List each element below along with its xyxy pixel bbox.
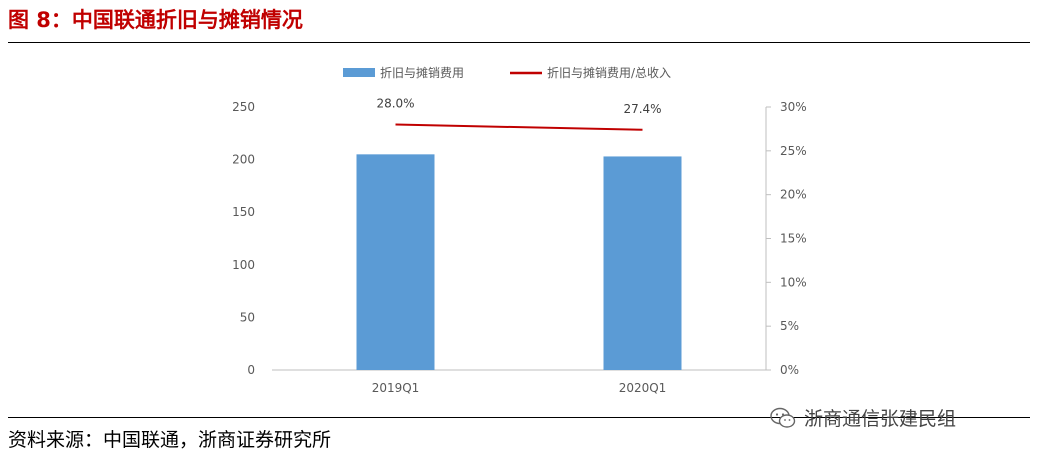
source-note: 资料来源：中国联通，浙商证券研究所 <box>8 429 332 451</box>
ratio-line <box>395 123 643 131</box>
watermark: 浙商通信张建民组 <box>770 404 956 431</box>
bar-series <box>356 154 682 370</box>
top-divider <box>8 42 1030 43</box>
right-tick-label: 10% <box>780 275 807 289</box>
left-tick-label: 50 <box>240 310 255 324</box>
x-axis-labels: 2019Q1 2020Q1 <box>372 381 667 395</box>
line-series: 28.0% 27.4% <box>376 97 662 131</box>
chart-legend: 折旧与摊销费用 折旧与摊销费用/总收入 <box>343 65 671 80</box>
right-axis: 0% 5% 10% 15% 20% 25% 30% <box>765 100 807 377</box>
x-tick-label: 2019Q1 <box>372 381 420 395</box>
left-tick-label: 0 <box>247 363 255 377</box>
bar <box>356 154 435 370</box>
line-data-label: 28.0% <box>376 97 414 111</box>
watermark-text: 浙商通信张建民组 <box>804 408 957 430</box>
line-data-label: 27.4% <box>623 102 661 116</box>
right-tick-label: 25% <box>780 144 807 158</box>
left-tick-label: 250 <box>232 100 255 114</box>
left-axis: 0 50 100 150 200 250 <box>232 100 255 377</box>
right-tick-label: 0% <box>780 363 799 377</box>
right-tick-label: 30% <box>780 100 807 114</box>
bar <box>603 156 682 370</box>
right-tick-label: 5% <box>780 319 799 333</box>
figure-title: 图 8：中国联通折旧与摊销情况 <box>8 8 303 32</box>
legend-bar-label: 折旧与摊销费用 <box>380 65 464 80</box>
right-tick-label: 15% <box>780 232 807 246</box>
legend-bar-swatch <box>343 68 375 77</box>
right-tick-label: 20% <box>780 188 807 202</box>
left-tick-label: 100 <box>232 258 255 272</box>
left-tick-label: 150 <box>232 205 255 219</box>
left-tick-label: 200 <box>232 153 255 167</box>
x-tick-label: 2020Q1 <box>619 381 667 395</box>
wechat-icon <box>770 407 796 428</box>
legend-line-label: 折旧与摊销费用/总收入 <box>547 65 671 80</box>
bottom-divider <box>8 417 1030 418</box>
